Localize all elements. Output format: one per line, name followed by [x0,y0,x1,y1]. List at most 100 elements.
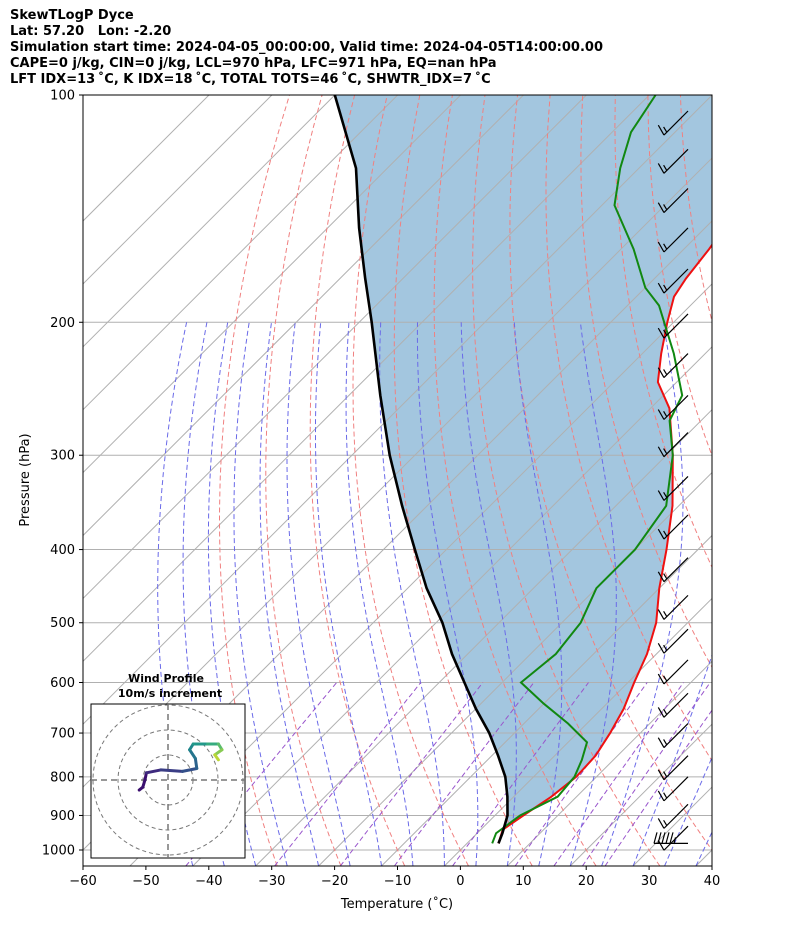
hodograph-segment [180,766,199,773]
chart-title: SkewTLogP Dyce [10,8,134,23]
wind-barb [657,148,689,174]
wind-barb [657,227,689,253]
cape-region [334,95,712,844]
dry-adiabat-line [219,95,290,866]
dry-adiabat-line [778,95,794,866]
dewpoint-line [491,95,684,844]
x-tick-label: −40 [195,874,222,889]
barb-staff [663,803,689,829]
dry-adiabat-line [580,95,712,669]
isotherm-line [318,471,712,866]
wind-barbs [653,110,689,851]
barb-half-feather [663,491,668,498]
barb-feather [657,282,665,294]
dry-adiabat-line [746,95,794,866]
hodograph-segment [144,768,163,775]
mixing-ratio-line [339,682,484,866]
x-tick-label: −60 [69,874,96,889]
y-tick-label: 400 [50,543,75,558]
stability-line: CAPE=0 j/kg, CIN=0 j/kg, LCL=970 hPa, LF… [10,56,497,71]
isotherm-line [83,95,273,285]
wind-barb [657,692,689,718]
x-tick-label: −30 [258,874,285,889]
parcel-line [333,95,509,844]
barb-feather [661,832,666,844]
wind-barb [657,514,689,540]
isotherm-line [569,723,712,866]
x-axis-label: Temperature (˚C) [340,896,453,912]
wind-barb [657,594,689,620]
mixing-ratio-line [452,682,589,866]
moist-adiabat-line [379,322,445,866]
cape-fill [334,95,712,844]
barb-staff [663,313,689,339]
moist-adiabat-line [259,322,320,866]
barb-staff [663,395,689,420]
isotherm-line [83,95,712,725]
barb-feather [669,832,674,844]
barb-staff [663,825,689,851]
y-tick-label: 300 [50,449,75,464]
time-line: Simulation start time: 2024-04-05_00:00:… [10,40,603,55]
barb-half-feather [663,369,668,376]
barb-half-feather [663,573,668,580]
y-axis-ticks: 100 200 300 400 500 600 700 800 900 1000 [42,89,83,859]
barb-staff [663,353,689,378]
wind-barb [657,825,689,851]
barb-staff [663,227,689,253]
dry-adiabat-line [393,95,533,866]
barb-half-feather [663,644,668,651]
moist-adiabat-line [233,322,288,866]
barb-feather [657,528,665,540]
barb-staff [663,755,689,781]
mixing-ratio-line [514,682,648,866]
barb-feather [657,643,665,654]
barb-staff [663,628,689,654]
isotherm-line [83,95,650,663]
moist-adiabat-line [569,322,617,866]
barb-staff [663,110,689,136]
moist-adiabat-line [632,653,712,866]
wind-profile-inset: Wind Profile 10m/s increment [90,672,246,859]
barb-half-feather [663,771,668,778]
y-tick-label: 1000 [42,844,75,859]
hodograph-segment [159,768,184,773]
x-axis-ticks: −60 −50 −40 −30 −20 −10 0 10 20 30 40 [69,866,720,889]
barb-half-feather [663,448,668,455]
y-tick-label: 900 [50,809,75,824]
barb-feather [657,840,665,851]
dry-adiabat-line [509,95,712,851]
barb-feather [657,163,665,174]
hodograph-segment [213,753,220,762]
barb-half-feather [663,819,668,826]
wind-barb [657,188,689,213]
isotherm-line [83,95,461,474]
profile-lines [333,95,712,844]
moist-adiabat-line [286,322,351,866]
mixing-ratio-line [185,682,338,866]
wind-barb [657,803,689,829]
barb-half-feather [663,204,668,211]
barb-half-feather [663,739,668,746]
barb-half-feather [663,610,668,617]
x-tick-label: 0 [456,874,464,889]
barb-staff [663,723,689,749]
y-tick-label: 800 [50,770,75,785]
barb-staff [663,659,689,685]
dry-adiabat-line [713,95,794,866]
wind-barb [657,353,689,378]
wind-barb [657,313,689,339]
isotherm-line [506,660,712,866]
barb-feather [657,790,665,802]
barb-half-feather [663,126,668,133]
y-tick-label: 100 [50,89,75,104]
wind-barb [657,776,689,802]
barb-feather [657,673,665,685]
barb-half-feather [663,329,668,336]
chart-header: SkewTLogP Dyce Lat: 57.20 Lon: -2.20 Sim… [10,8,790,88]
location-line: Lat: 57.20 Lon: -2.20 [10,24,172,39]
indices-line: LFT IDX=13 ˚C, K IDX=18 ˚C, TOTAL TOTS=4… [10,72,491,87]
barb-staff [663,268,689,294]
barb-staff [663,148,689,174]
